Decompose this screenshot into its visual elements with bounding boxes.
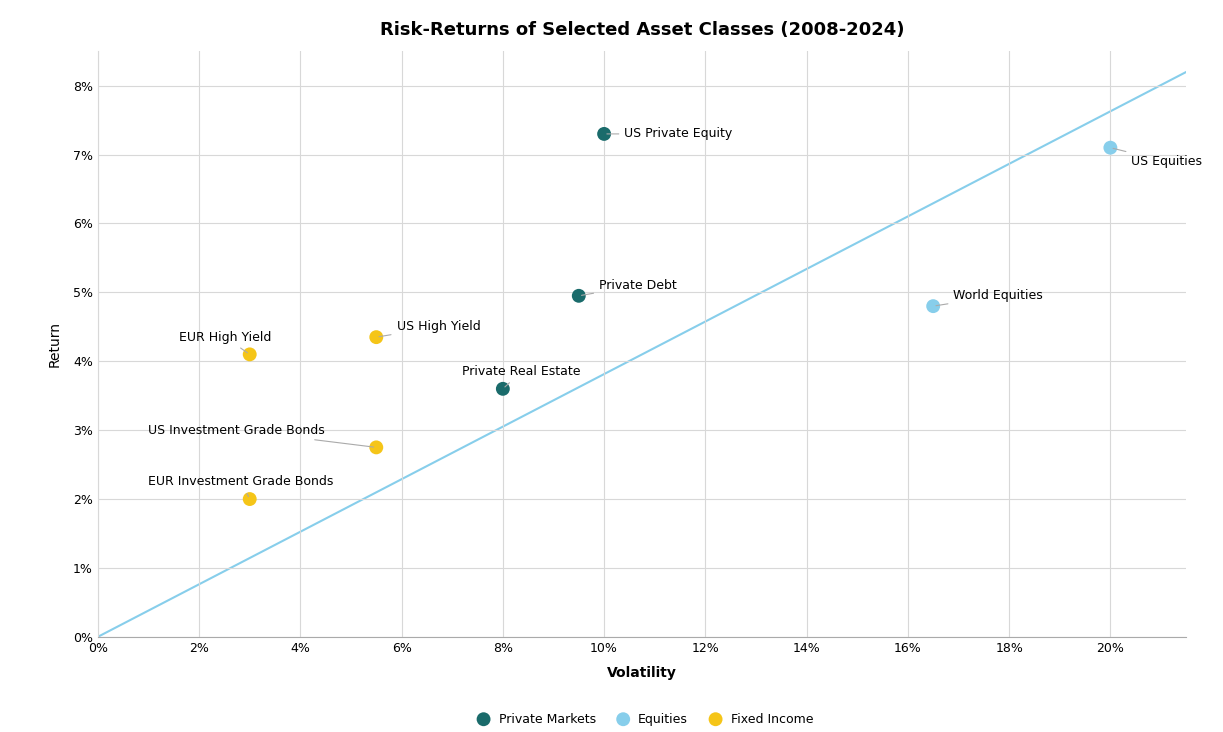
- Text: World Equities: World Equities: [936, 289, 1043, 306]
- Title: Risk-Returns of Selected Asset Classes (2008-2024): Risk-Returns of Selected Asset Classes (…: [380, 20, 904, 39]
- Text: US Private Equity: US Private Equity: [607, 127, 733, 141]
- Point: [240, 493, 259, 505]
- Point: [367, 441, 386, 453]
- Y-axis label: Return: Return: [48, 321, 62, 367]
- Text: Private Real Estate: Private Real Estate: [462, 365, 581, 387]
- Text: US Investment Grade Bonds: US Investment Grade Bonds: [148, 424, 373, 447]
- Legend: Private Markets, Equities, Fixed Income: Private Markets, Equities, Fixed Income: [466, 708, 818, 731]
- Point: [367, 332, 386, 343]
- Point: [1101, 142, 1120, 154]
- Text: Private Debt: Private Debt: [581, 279, 676, 295]
- Point: [493, 383, 512, 395]
- Point: [240, 348, 259, 360]
- Text: US Equities: US Equities: [1113, 149, 1202, 168]
- Point: [923, 300, 943, 312]
- Text: US High Yield: US High Yield: [379, 321, 481, 337]
- Point: [594, 128, 614, 140]
- Point: [569, 290, 588, 302]
- X-axis label: Volatility: Volatility: [607, 666, 678, 680]
- Text: EUR High Yield: EUR High Yield: [179, 331, 272, 353]
- Text: EUR Investment Grade Bonds: EUR Investment Grade Bonds: [148, 475, 334, 496]
